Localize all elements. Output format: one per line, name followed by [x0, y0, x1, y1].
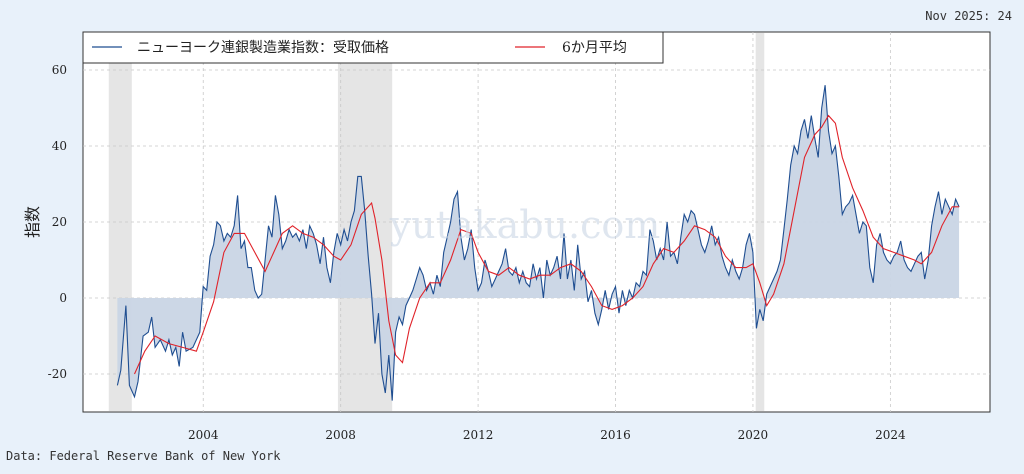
- y-tick-label-60: 60: [52, 63, 67, 77]
- area-layer: [117, 85, 960, 401]
- legend-label-price: ニューヨーク連銀製造業指数：受取価格: [137, 40, 389, 56]
- x-tick-label-2020: 2020: [738, 428, 769, 442]
- y-axis-title: 指数: [23, 206, 42, 238]
- x-tick-label-2016: 2016: [600, 428, 631, 442]
- x-tick-label-2004: 2004: [188, 428, 219, 442]
- x-tick-label-2012: 2012: [463, 428, 494, 442]
- y-tick-label-20: 20: [52, 215, 67, 229]
- source-label: Data: Federal Reserve Bank of New York: [6, 449, 281, 463]
- six-month-average-line: [133, 114, 960, 375]
- recession-band-2: [755, 33, 765, 411]
- legend: ニューヨーク連銀製造業指数：受取価格 6か月平均: [82, 31, 664, 64]
- date-label: Nov 2025: 24: [925, 9, 1012, 23]
- y-tick-label-0: 0: [59, 291, 67, 305]
- axis-labels: 2004 2008 2012 2016 2020 2024 -20 0 20 40 60: [48, 63, 906, 442]
- x-tick-label-2024: 2024: [875, 428, 906, 442]
- price-index-area: [117, 85, 960, 401]
- legend-box: [82, 31, 664, 64]
- y-tick-label-40: 40: [52, 139, 67, 153]
- legend-label-ma: 6か月平均: [562, 40, 627, 56]
- price-index-line: [116, 85, 960, 401]
- watermark: yutakabu.com: [389, 203, 661, 247]
- x-tick-label-2008: 2008: [325, 428, 356, 442]
- y-tick-label--20: -20: [48, 367, 67, 381]
- line-layer: [116, 85, 960, 401]
